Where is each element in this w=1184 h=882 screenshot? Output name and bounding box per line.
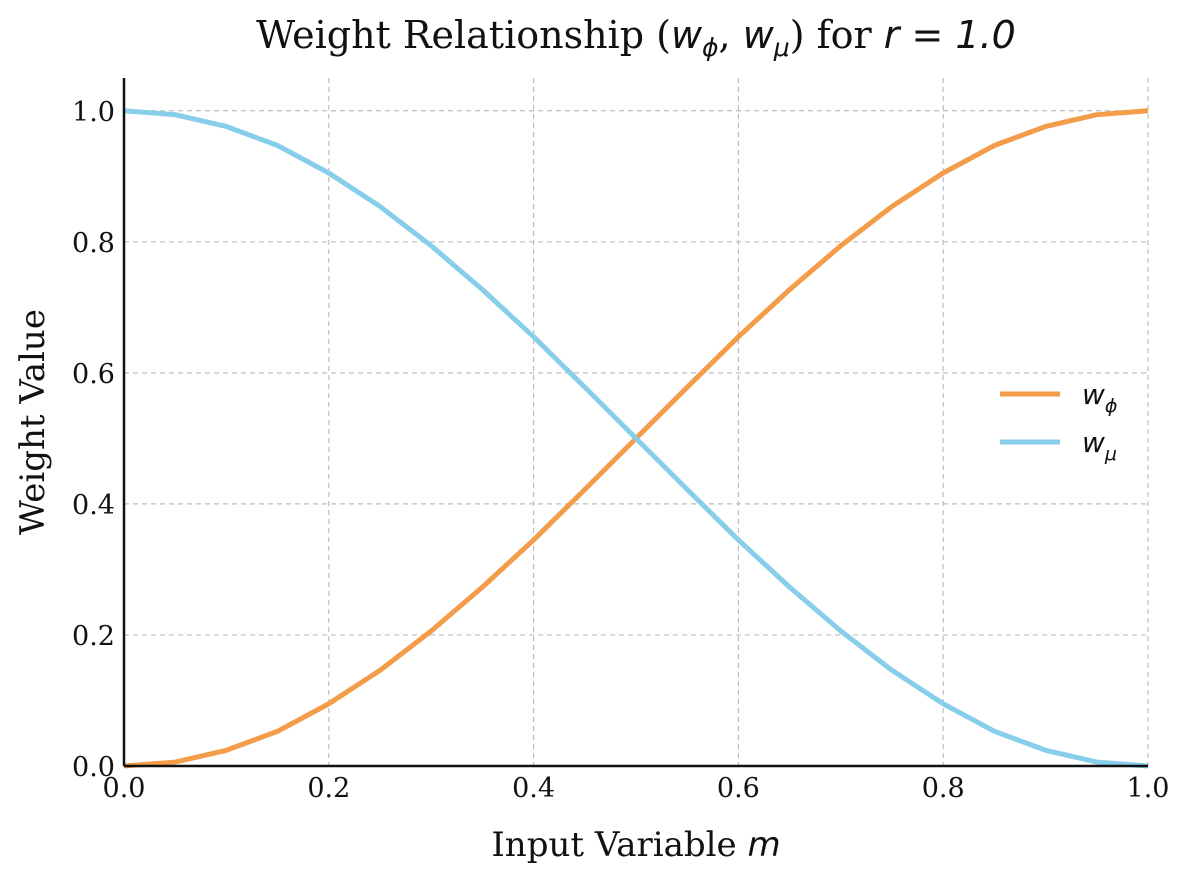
legend: wϕ wμ — [1000, 378, 1117, 465]
title-comma: , — [719, 13, 743, 57]
x-tick-label: 0.6 — [717, 773, 760, 804]
x-tick-label: 0.4 — [512, 773, 555, 804]
legend-w-phi-subscript: ϕ — [1105, 395, 1118, 417]
title-phi-symbol: w — [671, 13, 703, 57]
y-tick-label: 1.0 — [72, 97, 115, 128]
grid-layer — [123, 78, 1149, 767]
y-axis-label: Weight Value — [13, 309, 53, 535]
title-prefix: Weight Relationship ( — [256, 13, 671, 57]
x-tick-label: 0.0 — [103, 773, 146, 804]
x-axis-label-math: m — [748, 825, 781, 865]
y-tick-label: 0.6 — [72, 359, 115, 390]
title-mu-symbol: w — [743, 13, 775, 57]
x-axis-label: Input Variable m — [491, 825, 780, 865]
title-phi-subscript: ϕ — [702, 33, 719, 62]
legend-w-mu-subscript: μ — [1104, 443, 1117, 465]
y-tick-label: 0.4 — [72, 490, 115, 521]
ticks-layer: 0.0 0.2 0.4 0.6 0.8 1.0 0.0 0.2 0.4 0.6 0.8 1.0 — [72, 97, 1169, 804]
legend-w-phi-symbol: w — [1082, 378, 1105, 411]
title-middle: ) for — [790, 13, 884, 57]
series-layer — [123, 108, 1149, 769]
legend-w-mu-symbol: w — [1082, 426, 1105, 459]
x-tick-label: 0.8 — [922, 773, 965, 804]
legend-label-w-mu: wμ — [1082, 426, 1117, 465]
title-r-symbol: r — [884, 13, 902, 57]
x-tick-label: 1.0 — [1127, 773, 1170, 804]
y-tick-label: 0.2 — [72, 621, 115, 652]
x-tick-label: 0.2 — [307, 773, 350, 804]
series-line-w-mu — [123, 108, 1149, 769]
y-tick-label: 0.0 — [72, 752, 115, 783]
legend-label-w-phi: wϕ — [1082, 378, 1117, 417]
x-axis-label-text: Input Variable — [491, 825, 747, 865]
title-mu-subscript: μ — [773, 33, 790, 62]
y-tick-label: 0.8 — [72, 228, 115, 259]
chart-title: Weight Relationship (wϕ, wμ) for r = 1.0 — [256, 13, 1016, 62]
title-suffix: = 1.0 — [899, 13, 1015, 57]
